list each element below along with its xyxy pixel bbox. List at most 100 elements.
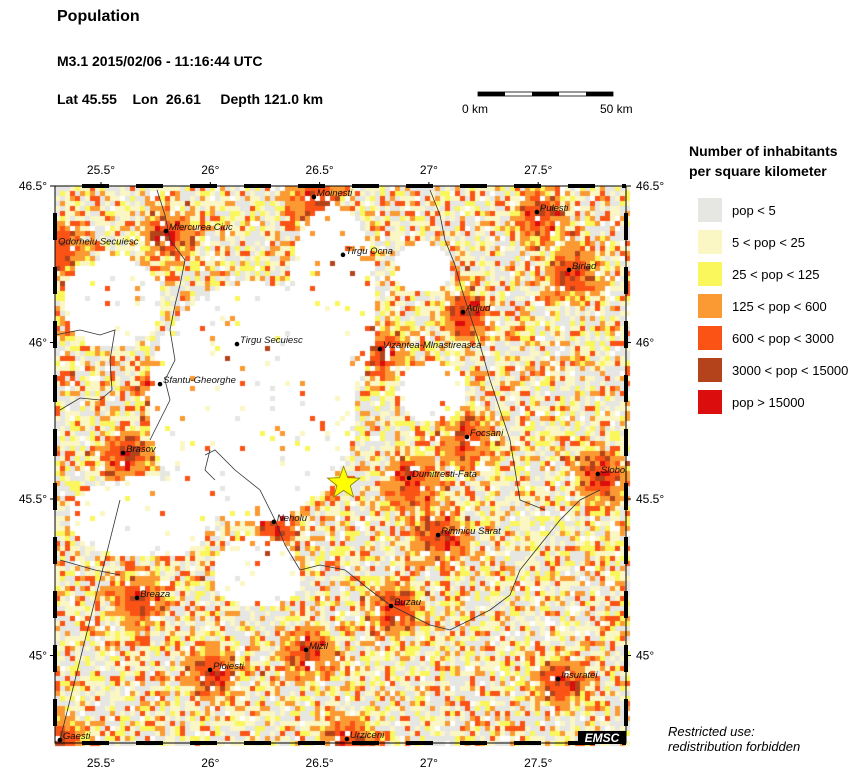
city-label: Rimnicu Sarat: [441, 526, 501, 537]
city-marker: Focsani: [464, 428, 504, 440]
city-label: Dumitresti-Fata: [412, 469, 477, 480]
city-marker: Tirgu Ocna: [340, 246, 393, 258]
city-dot-icon: [234, 341, 240, 347]
city-label: Focsani: [470, 428, 504, 439]
city-label: Breaza: [140, 589, 170, 600]
city-dot-icon: [120, 450, 126, 456]
city-dot-icon: [311, 194, 317, 200]
lat-tick-right: 45.5°: [636, 492, 664, 506]
city-dot-icon: [134, 595, 140, 601]
city-dot-icon: [303, 647, 309, 653]
city-marker: Brasov: [120, 444, 157, 456]
map-frame: [53, 184, 628, 745]
city-marker: Vizantea-Mlnastireasca: [377, 340, 482, 352]
city-marker: Breaza: [134, 589, 170, 601]
legend-label: 5 < pop < 25: [732, 234, 806, 250]
legend-label: 600 < pop < 3000: [732, 330, 834, 346]
legend-swatch: [698, 358, 722, 382]
city-label: Vizantea-Mlnastireasca: [383, 340, 482, 351]
city-label: Neholu: [277, 513, 308, 524]
city-label: Miercurea Ciuc: [169, 222, 233, 233]
legend-item: 125 < pop < 600: [698, 293, 827, 319]
legend-swatch: [698, 230, 722, 254]
lon-tick-top: 27°: [420, 163, 438, 177]
lat-tick-right: 46.5°: [636, 179, 664, 193]
lat-tick-left: 46.5°: [19, 179, 47, 193]
city-dot-icon: [207, 667, 213, 673]
restricted-line2: redistribution forbidden: [668, 739, 801, 754]
city-dot-icon: [271, 519, 277, 525]
lon-tick-bottom: 27.5°: [524, 756, 552, 770]
legend-item: pop < 5: [698, 197, 776, 223]
city-label: Brasov: [126, 444, 157, 455]
city-marker: Mizil: [303, 641, 329, 653]
city-marker: Odorheiu Secuiesc: [58, 236, 139, 247]
lon-tick-bottom: 27°: [420, 756, 438, 770]
page-title: Population: [57, 8, 140, 25]
city-dot-icon: [460, 309, 466, 315]
lat-tick-left: 46°: [29, 336, 47, 350]
city-marker: Buzau: [388, 597, 422, 609]
city-dot-icon: [595, 471, 601, 477]
city-marker: Moinesti: [311, 188, 353, 200]
lat-tick-right: 45°: [636, 649, 654, 663]
city-dot-icon: [435, 532, 441, 538]
city-label: Odorheiu Secuiesc: [58, 236, 139, 247]
city-marker: Birlad: [566, 261, 597, 273]
emsc-logo-text: EMSC: [585, 731, 620, 745]
restricted-line1: Restricted use:: [668, 724, 755, 739]
emsc-logo: EMSC: [578, 731, 626, 745]
city-label: Adjud: [465, 303, 491, 314]
city-dot-icon: [555, 676, 561, 682]
restricted-use-notice: Restricted use: redistribution forbidden: [668, 724, 800, 754]
city-dot-icon: [377, 346, 383, 352]
legend-swatch: [698, 326, 722, 350]
city-dot-icon: [534, 209, 540, 215]
city-label: Sfantu-Gheorghe: [163, 375, 236, 386]
city-marker: Dumitresti-Fata: [406, 469, 477, 481]
lon-tick-bottom: 26.5°: [306, 756, 334, 770]
city-marker: Pulesti: [534, 203, 569, 215]
city-label: Moinesti: [317, 188, 353, 199]
scale-bar: [477, 91, 614, 97]
city-dot-icon: [388, 603, 394, 609]
scale-end-label: 50 km: [600, 102, 633, 116]
city-label: Urziceni: [350, 730, 385, 741]
epicenter-star-icon[interactable]: [326, 465, 361, 499]
legend-swatch: [698, 390, 722, 414]
lon-tick-top: 25.5°: [87, 163, 115, 177]
city-marker: Tirgu Secuiesc: [234, 335, 303, 347]
legend-item: pop > 15000: [698, 389, 805, 415]
city-marker: Rimnicu Sarat: [435, 526, 501, 538]
legend-label: 25 < pop < 125: [732, 266, 820, 282]
city-label: Birlad: [572, 261, 597, 272]
lon-tick-bottom: 26°: [201, 756, 219, 770]
city-label: Buzau: [394, 597, 422, 608]
city-marker: Miercurea Ciuc: [163, 222, 233, 234]
city-marker: Insuratei: [555, 670, 598, 682]
city-dot-icon: [163, 228, 169, 234]
legend-title-line1: Number of inhabitants: [689, 143, 838, 159]
city-marker: Neholu: [271, 513, 308, 525]
city-label: Ploiesti: [213, 661, 245, 672]
city-dot-icon: [566, 267, 572, 273]
city-marker: Gaesti: [57, 731, 91, 743]
city-marker: Ploiesti: [207, 661, 245, 673]
city-dot-icon: [464, 434, 470, 440]
lat-tick-left: 45.5°: [19, 492, 47, 506]
legend-swatch: [698, 198, 722, 222]
city-marker: Sfantu-Gheorghe: [157, 375, 236, 387]
city-label: Tirgu Secuiesc: [240, 335, 303, 346]
city-dot-icon: [57, 737, 63, 743]
lon-tick-top: 26°: [201, 163, 219, 177]
legend-swatch: [698, 262, 722, 286]
city-marker: Urziceni: [344, 730, 385, 742]
city-label: Tirgu Ocna: [346, 246, 393, 257]
legend-label: pop > 15000: [732, 394, 805, 410]
legend-label: 3000 < pop < 15000: [732, 362, 849, 378]
scale-start-label: 0 km: [462, 102, 489, 116]
legend-item: 5 < pop < 25: [698, 229, 805, 255]
event-info: M3.1 2015/02/06 - 11:16:44 UTC: [57, 53, 263, 69]
